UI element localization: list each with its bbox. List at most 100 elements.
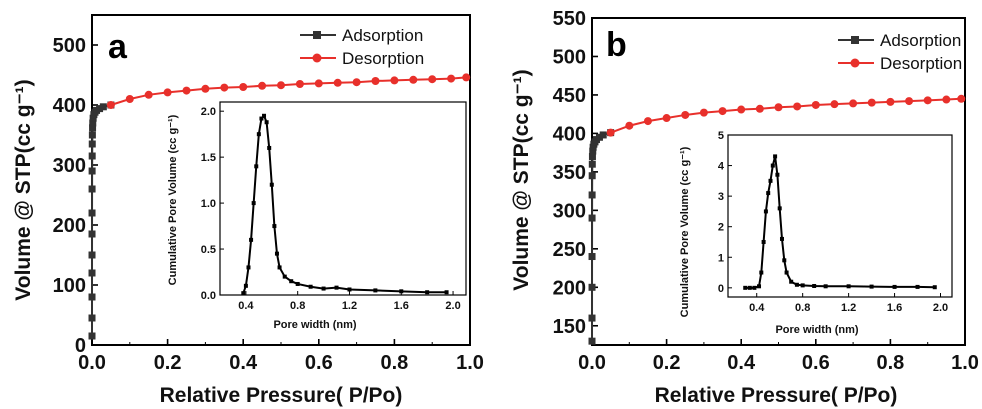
data-point-desorption	[333, 78, 342, 87]
data-point-adsorption	[88, 269, 96, 277]
series-line-adsorption	[91, 104, 112, 337]
inset-data-point	[347, 287, 352, 292]
y-tick-label: 400	[553, 123, 586, 145]
data-point-adsorption	[88, 230, 96, 238]
inset-data-point	[782, 258, 787, 263]
inset-data-point	[779, 236, 784, 241]
panel-letter-b: b	[606, 26, 627, 64]
y-tick-label: 500	[53, 35, 86, 57]
data-point-desorption	[942, 95, 951, 104]
inset-data-point	[777, 206, 782, 211]
inset-data-point	[251, 201, 256, 206]
inset-data-point	[789, 279, 794, 284]
legend-b-adsorption-label: Adsorption	[880, 31, 961, 50]
inset-x-tick-label: 1.2	[841, 302, 856, 314]
data-point-adsorption	[89, 119, 97, 127]
inset-data-point	[264, 120, 269, 125]
data-point-desorption	[625, 121, 634, 130]
inset-y-tick-label: 0.0	[201, 290, 216, 302]
inset-data-point	[763, 209, 768, 214]
inset-data-point	[295, 281, 300, 286]
data-point-adsorption	[88, 131, 96, 139]
data-point-adsorption	[599, 131, 607, 139]
data-point-adsorption	[88, 140, 96, 148]
data-point-desorption	[163, 88, 172, 97]
data-point-desorption	[830, 100, 839, 109]
data-point-desorption	[295, 80, 304, 88]
inset-data-point	[752, 285, 757, 290]
data-point-adsorption	[588, 337, 596, 345]
inset-y-tick-label: 1	[718, 252, 724, 264]
data-point-adsorption	[588, 172, 596, 180]
data-point-desorption	[106, 101, 115, 109]
data-point-adsorption	[99, 103, 107, 111]
y-tick-label: 200	[53, 215, 86, 237]
inset-y-tick-label: 0	[718, 283, 724, 295]
inset-data-point	[274, 251, 279, 256]
data-point-adsorption	[595, 133, 603, 141]
inset-data-point	[800, 283, 805, 288]
data-point-adsorption	[588, 152, 596, 160]
x-tick-label: 0.2	[154, 352, 182, 374]
inset-y-tick-label: 2.0	[201, 106, 216, 118]
inset-data-point	[246, 265, 251, 270]
inset-data-point	[269, 182, 274, 187]
data-point-desorption	[718, 107, 727, 116]
x-tick-label: 0.8	[380, 352, 408, 374]
inset-data-point	[249, 237, 254, 242]
x-tick-label: 0.4	[727, 352, 756, 374]
y-tick-label: 300	[53, 155, 86, 177]
data-point-desorption	[699, 108, 708, 117]
inset-data-point	[373, 288, 378, 293]
data-point-desorption	[277, 81, 285, 90]
y-tick-label: 200	[553, 277, 586, 299]
data-point-desorption	[923, 96, 932, 105]
y-tick-label: 550	[553, 8, 586, 30]
inset-x-tick-label: 0.8	[795, 302, 810, 314]
data-point-desorption	[258, 81, 267, 90]
y-tick-label: 250	[553, 239, 586, 261]
data-point-desorption	[239, 83, 248, 91]
inset-data-point	[892, 284, 897, 289]
inset-data-point	[775, 172, 780, 177]
data-point-desorption	[849, 99, 858, 108]
inset-data-point	[766, 191, 771, 196]
legend-a-desorption-label: Desorption	[342, 49, 424, 68]
inset-data-point	[747, 285, 752, 290]
y-tick-label: 500	[553, 46, 586, 68]
legend-a-desorption-marker	[312, 53, 322, 63]
inset-data-point	[241, 291, 246, 296]
data-point-desorption	[447, 74, 456, 83]
inset-data-point	[321, 286, 326, 291]
inset-data-point	[267, 145, 272, 150]
panel-a: a Adsorption Desorption Relative Pressur…	[12, 14, 484, 407]
data-point-adsorption	[88, 332, 96, 340]
data-point-desorption	[681, 110, 690, 119]
inset-y-tick-label: 1.5	[201, 152, 216, 164]
inset-x-tick-label: 2.0	[933, 302, 948, 314]
data-point-adsorption	[88, 167, 96, 175]
data-point-adsorption	[589, 147, 597, 155]
inset-x-tick-label: 0.4	[749, 302, 765, 314]
inset-x-tick-label: 0.8	[290, 300, 305, 312]
data-point-desorption	[905, 97, 914, 106]
legend-b-adsorption-marker	[851, 36, 859, 44]
inset-x-tick-label: 2.0	[445, 300, 460, 312]
inset-curve	[745, 156, 935, 289]
y-tick-label: 400	[53, 95, 86, 117]
panel-b: b Adsorption Desorption Relative Pressur…	[510, 8, 979, 407]
inset-data-point	[444, 290, 449, 295]
data-point-desorption	[643, 117, 652, 126]
inset-y-tick-label: 0.5	[201, 244, 216, 256]
data-point-desorption	[886, 97, 895, 106]
inset-curve	[242, 113, 447, 294]
data-point-desorption	[774, 103, 783, 112]
y-axis-title-b: Volume @ STP(cc g⁻¹)	[510, 69, 533, 290]
panel-letter-a: a	[108, 28, 128, 66]
x-tick-label: 0.8	[876, 352, 904, 374]
data-point-adsorption	[89, 114, 97, 122]
inset-data-point	[770, 163, 775, 168]
data-point-adsorption	[88, 152, 96, 160]
legend-b-desorption-marker	[850, 58, 860, 68]
inset-data-point	[846, 284, 851, 289]
